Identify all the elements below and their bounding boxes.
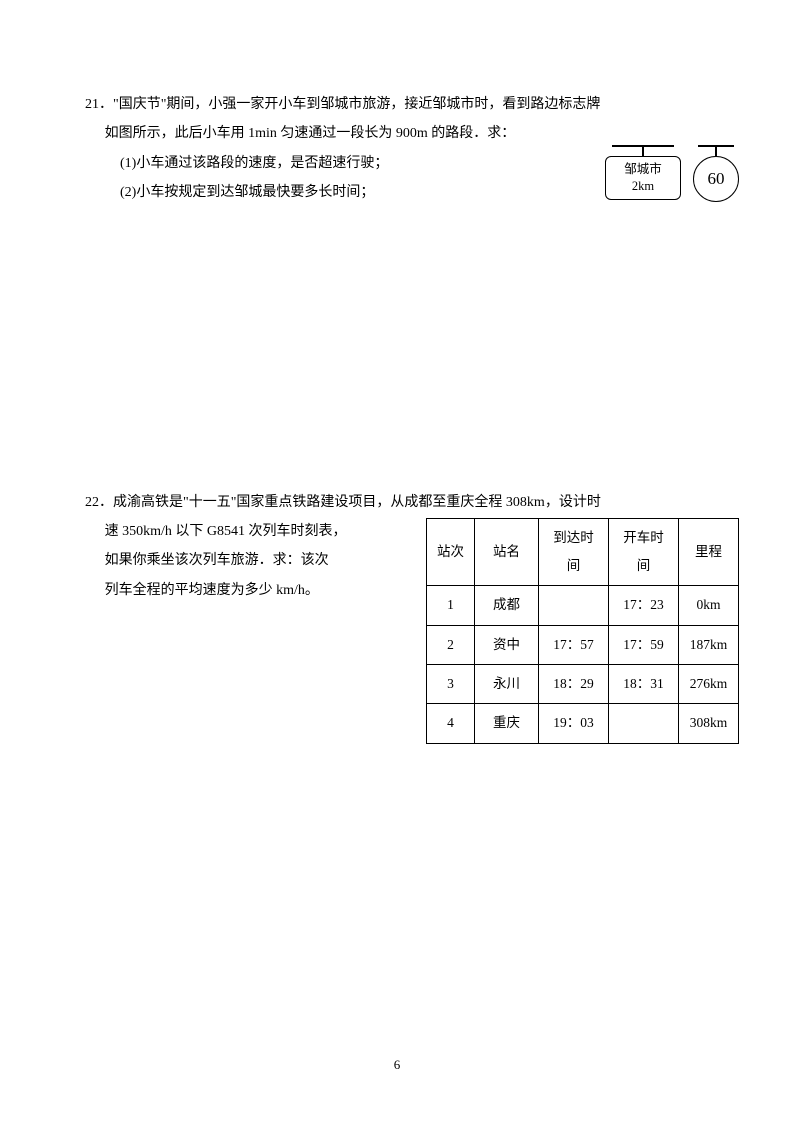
cell-dep <box>609 704 679 743</box>
table-header-row: 站次 站名 到达时间 开车时间 里程 <box>427 518 739 586</box>
speed-limit-sign: 60 <box>693 145 739 202</box>
header-station-no: 站次 <box>427 518 475 586</box>
q22-line1: 22．成渝高铁是"十一五"国家重点铁路建设项目，从成都至重庆全程 308km，设… <box>85 488 709 517</box>
question-22: 22．成渝高铁是"十一五"国家重点铁路建设项目，从成都至重庆全程 308km，设… <box>85 488 709 606</box>
cell-arr: 17：57 <box>539 625 609 664</box>
cell-name: 永川 <box>475 664 539 703</box>
cell-dist: 276km <box>679 664 739 703</box>
table-row: 3 永川 18：29 18：31 276km <box>427 664 739 703</box>
speed-limit-circle: 60 <box>693 156 739 202</box>
cell-arr <box>539 586 609 625</box>
cell-dep: 17：59 <box>609 625 679 664</box>
q22-text-wrap: 速 350km/h 以下 G8541 次列车时刻表， 如果你乘坐该次列车旅游．求… <box>85 517 355 605</box>
cell-name: 资中 <box>475 625 539 664</box>
q21-number: 21． <box>85 97 113 112</box>
header-departure: 开车时间 <box>609 518 679 586</box>
sign-distance: 2km <box>632 178 654 196</box>
cell-no: 2 <box>427 625 475 664</box>
header-station-name: 站名 <box>475 518 539 586</box>
train-timetable: 站次 站名 到达时间 开车时间 里程 1 成都 17：23 0km 2 资中 1… <box>426 518 739 744</box>
cell-dep: 18：31 <box>609 664 679 703</box>
sign-stem-box <box>642 147 644 156</box>
sign-stem-circle <box>715 147 717 156</box>
sign-city: 邹城市 <box>624 161 662 179</box>
cell-name: 成都 <box>475 586 539 625</box>
cell-name: 重庆 <box>475 704 539 743</box>
header-arrival: 到达时间 <box>539 518 609 586</box>
page-number: 6 <box>394 1057 401 1073</box>
cell-dist: 0km <box>679 586 739 625</box>
cell-no: 1 <box>427 586 475 625</box>
cell-dist: 308km <box>679 704 739 743</box>
q22-line2: 速 350km/h 以下 G8541 次列车时刻表， <box>85 517 355 546</box>
city-distance-sign: 邹城市 2km <box>605 156 681 200</box>
cell-no: 3 <box>427 664 475 703</box>
table-row: 2 资中 17：57 17：59 187km <box>427 625 739 664</box>
road-sign-figure: 邹城市 2km 60 <box>605 145 739 202</box>
header-mileage: 里程 <box>679 518 739 586</box>
q22-number: 22． <box>85 495 113 510</box>
cell-arr: 18：29 <box>539 664 609 703</box>
q22-line3: 如果你乘坐该次列车旅游．求：该次 <box>85 546 355 575</box>
table-row: 1 成都 17：23 0km <box>427 586 739 625</box>
cell-no: 4 <box>427 704 475 743</box>
speed-limit-value: 60 <box>708 161 725 197</box>
cell-arr: 19：03 <box>539 704 609 743</box>
cell-dep: 17：23 <box>609 586 679 625</box>
q22-line4: 列车全程的平均速度为多少 km/h。 <box>85 576 355 605</box>
table-row: 4 重庆 19：03 308km <box>427 704 739 743</box>
cell-dist: 187km <box>679 625 739 664</box>
question-21: 21．"国庆节"期间，小强一家开小车到邹城市旅游，接近邹城市时，看到路边标志牌 … <box>85 90 709 208</box>
city-sign: 邹城市 2km <box>605 145 681 200</box>
q21-line1: 21．"国庆节"期间，小强一家开小车到邹城市旅游，接近邹城市时，看到路边标志牌 <box>85 90 709 119</box>
